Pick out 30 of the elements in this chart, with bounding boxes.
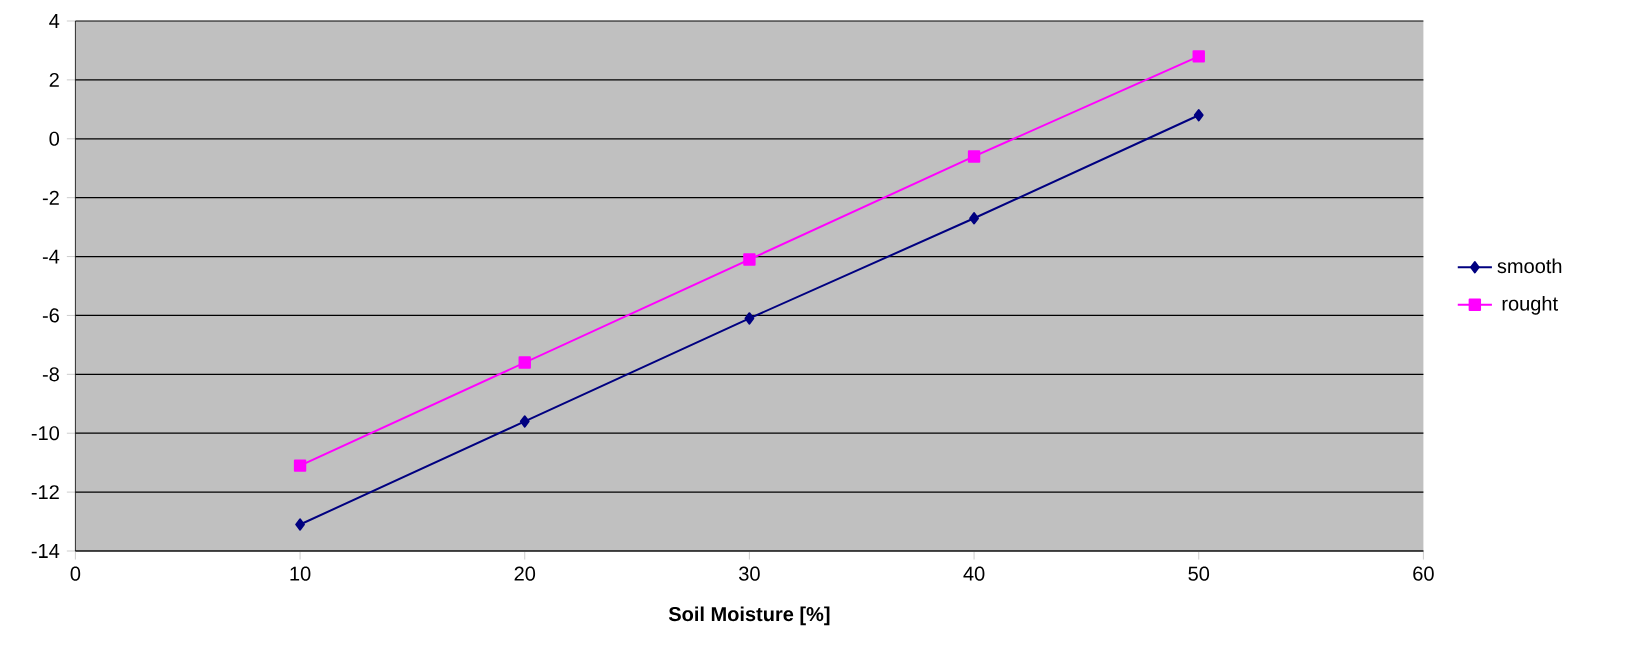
y-tick-label: -14: [31, 544, 60, 558]
point: [1193, 109, 1204, 122]
point: [519, 415, 530, 428]
x-tick-label: 30: [739, 566, 760, 581]
x-tick-label: 50: [1188, 566, 1210, 581]
y-tick-label: 4: [49, 14, 60, 28]
y-tick-label: 0: [49, 131, 60, 146]
x-tick-label: 40: [963, 566, 985, 581]
y-tick-label: -12: [31, 485, 59, 500]
x-axis-title: Soil Moisture [%]: [668, 606, 830, 626]
y-tick-label: -8: [42, 367, 59, 382]
x-tick-label: 10: [290, 566, 311, 581]
point: [293, 459, 307, 472]
x-tick-label: 60: [1413, 566, 1434, 581]
y-tick-label: -4: [42, 249, 60, 264]
y-tick-label: -6: [42, 308, 59, 323]
point: [295, 518, 305, 531]
legend-label: smooth: [1497, 258, 1562, 274]
point: [969, 212, 979, 225]
point: [1192, 50, 1205, 63]
x-tick-label: 0: [70, 566, 81, 581]
y-tick-label: 2: [49, 72, 59, 87]
point: [518, 356, 531, 369]
y-tick-label: -2: [42, 190, 59, 205]
point: [744, 312, 755, 325]
x-tick-label: 20: [514, 566, 536, 581]
y-tick-label: -10: [31, 426, 60, 441]
point: [743, 253, 756, 266]
legend-label: rought: [1502, 296, 1558, 315]
point: [967, 150, 981, 163]
